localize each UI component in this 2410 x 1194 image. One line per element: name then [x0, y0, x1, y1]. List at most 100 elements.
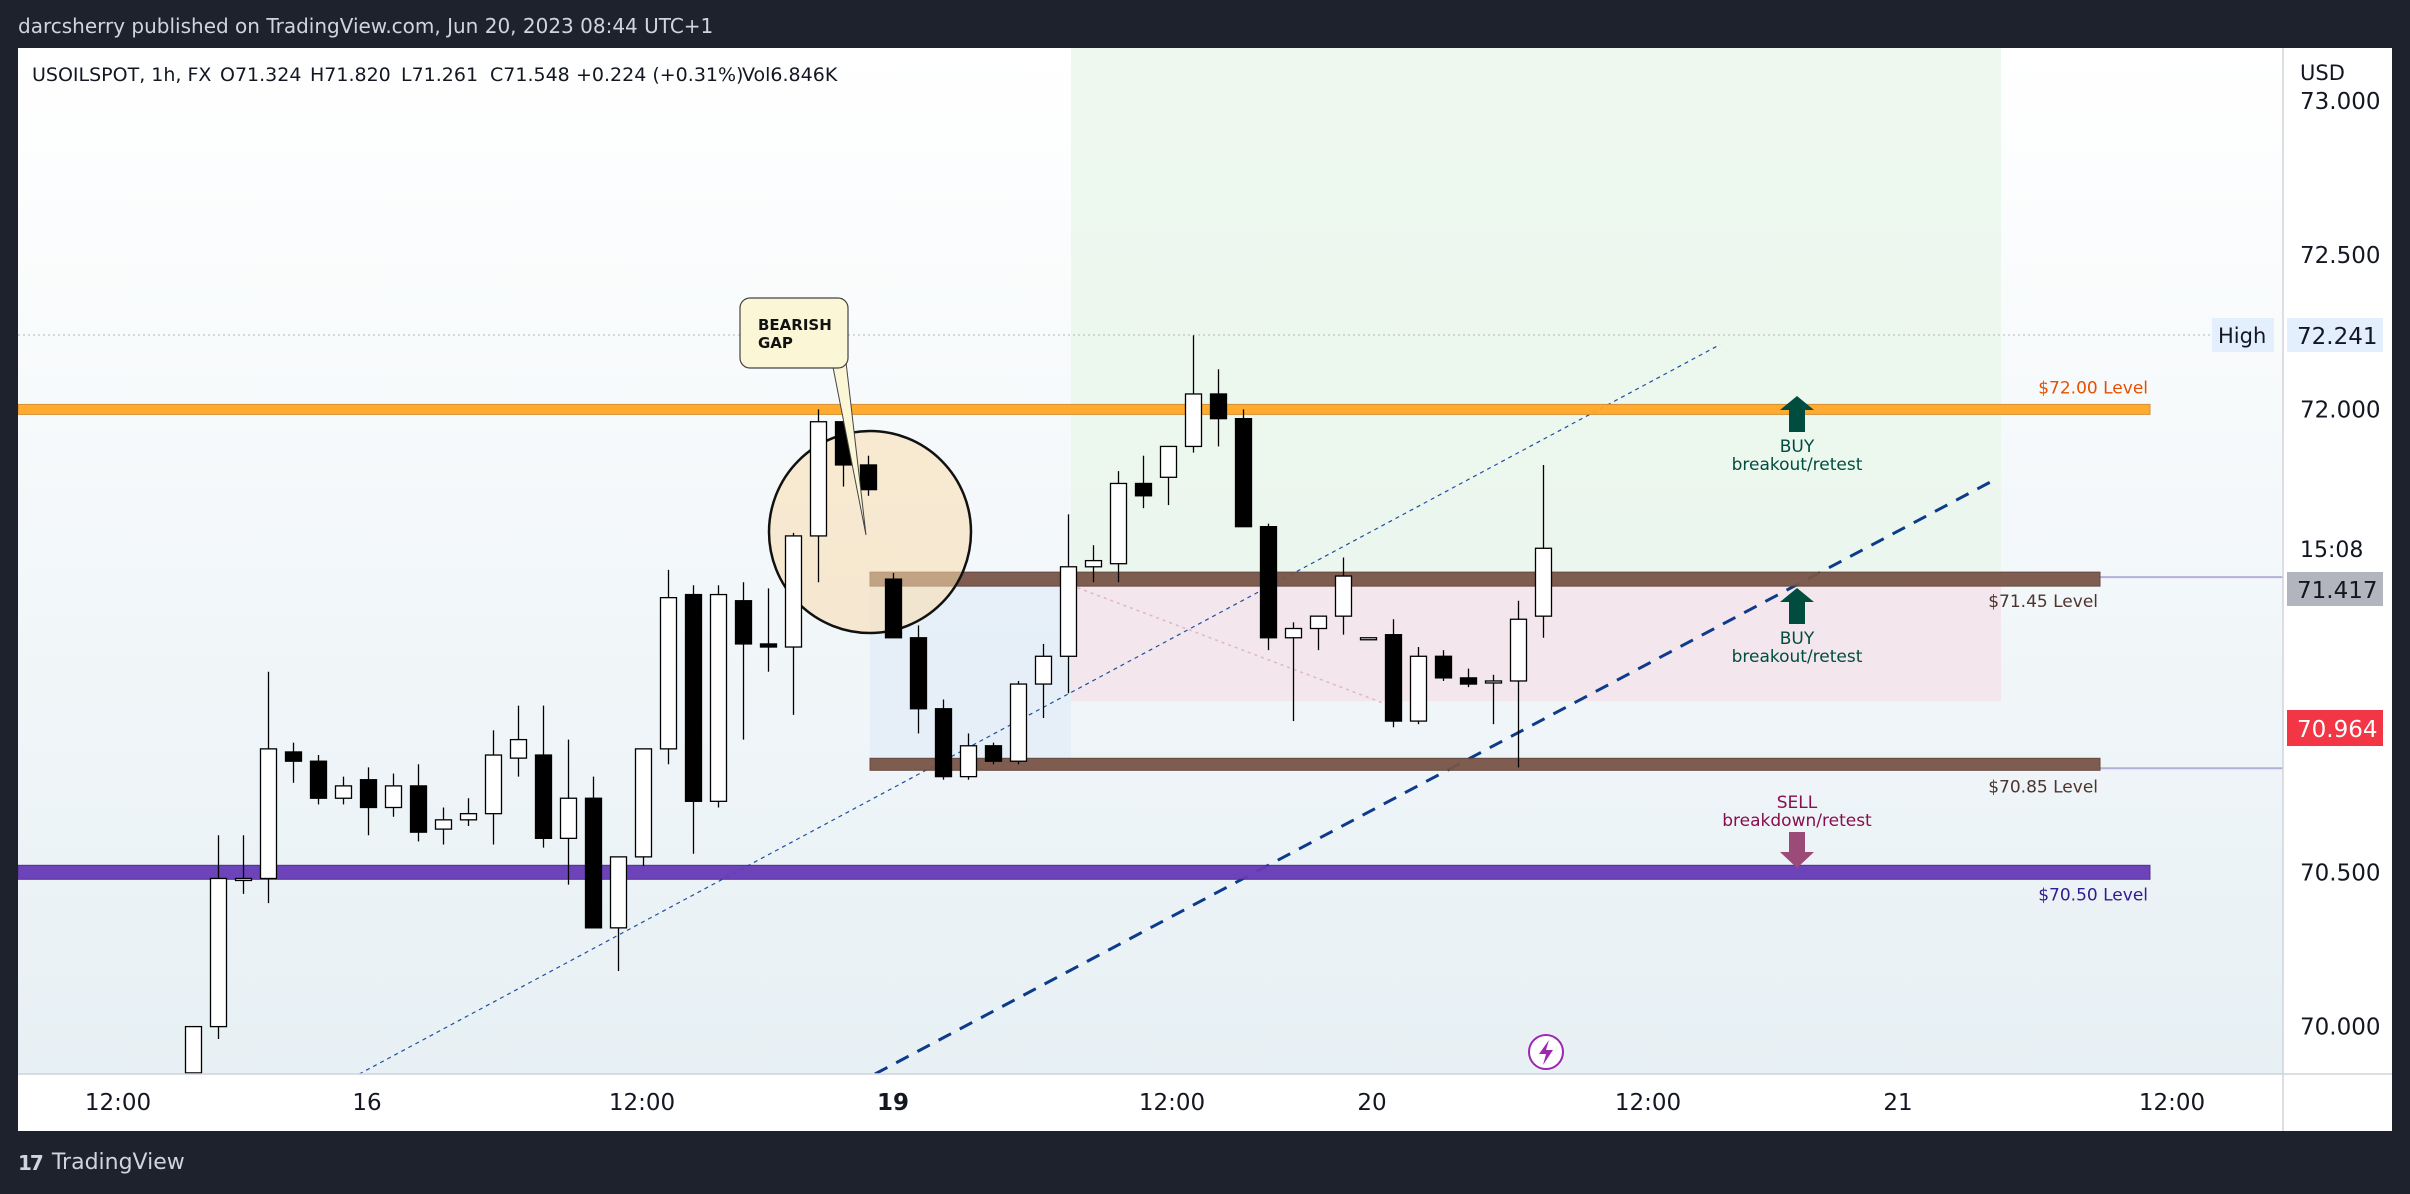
- callout-text-line2: GAP: [758, 334, 793, 352]
- candle-body: [1359, 637, 1378, 641]
- candle[interactable]: [484, 730, 503, 845]
- candle[interactable]: [1434, 650, 1453, 681]
- candle[interactable]: [934, 699, 953, 780]
- candle[interactable]: [1509, 600, 1528, 768]
- sell-label: SELL: [1777, 793, 1818, 813]
- candle-body: [709, 593, 728, 802]
- candle-body: [734, 600, 753, 645]
- candle[interactable]: [684, 585, 703, 854]
- candle[interactable]: [584, 776, 603, 929]
- candle[interactable]: [609, 856, 628, 972]
- candle-body: [784, 535, 803, 648]
- candle-body: [1459, 677, 1478, 685]
- price-tick: 70.500: [2300, 860, 2380, 886]
- candle[interactable]: [1309, 615, 1328, 651]
- candle[interactable]: [459, 798, 478, 827]
- candle[interactable]: [709, 585, 728, 808]
- time-tick: 16: [352, 1090, 381, 1116]
- candle[interactable]: [1284, 622, 1303, 722]
- candle[interactable]: [759, 588, 778, 672]
- high-price-text: 72.241: [2297, 324, 2377, 350]
- candle[interactable]: [1259, 523, 1278, 651]
- candle-body: [1309, 615, 1328, 630]
- candle[interactable]: [1384, 619, 1403, 728]
- legend-item-0: USOILSPOT, 1h, FX: [32, 64, 211, 86]
- candle-body: [1534, 547, 1553, 617]
- candle-body: [1084, 559, 1103, 568]
- candle[interactable]: [209, 835, 228, 1039]
- candle[interactable]: [1059, 514, 1078, 694]
- candle[interactable]: [959, 733, 978, 780]
- candle[interactable]: [1084, 545, 1103, 583]
- candle-body: [509, 738, 528, 759]
- candle-body: [884, 578, 903, 639]
- candle[interactable]: [1134, 455, 1153, 509]
- candle-body: [759, 643, 778, 648]
- candle[interactable]: [259, 671, 278, 904]
- candle-body: [234, 877, 253, 882]
- close-price-tag: [2287, 710, 2383, 746]
- level-band-1[interactable]: [869, 571, 2101, 587]
- legend-item-3: L71.261: [401, 64, 478, 86]
- candle[interactable]: [1484, 674, 1503, 725]
- candle[interactable]: [1459, 668, 1478, 688]
- publish-info: darcsherry published on TradingView.com,…: [18, 14, 714, 38]
- candle[interactable]: [734, 582, 753, 740]
- level-band-2[interactable]: [869, 757, 2101, 771]
- candle-body: [1259, 526, 1278, 639]
- candle-body: [209, 877, 228, 1028]
- candle-body: [934, 708, 953, 778]
- time-tick: 12:00: [85, 1090, 151, 1116]
- candle[interactable]: [234, 835, 253, 894]
- candle[interactable]: [334, 776, 353, 805]
- candle[interactable]: [384, 773, 403, 817]
- candle-body: [1234, 418, 1253, 528]
- candle[interactable]: [509, 705, 528, 777]
- candle[interactable]: [1234, 409, 1253, 528]
- legend-item-5: +0.224 (+0.31%): [576, 64, 743, 86]
- countdown-tag: [2287, 532, 2383, 564]
- candle[interactable]: [534, 705, 553, 848]
- candle[interactable]: [634, 748, 653, 867]
- candle[interactable]: [1009, 680, 1028, 765]
- candle[interactable]: [1409, 647, 1428, 725]
- buy-top-sublabel: breakout/retest: [1732, 455, 1863, 475]
- candle[interactable]: [984, 742, 1003, 765]
- candle[interactable]: [1334, 557, 1353, 635]
- candle[interactable]: [784, 532, 803, 715]
- candle[interactable]: [659, 569, 678, 765]
- price-tick: 72.000: [2300, 397, 2380, 423]
- candle[interactable]: [1534, 464, 1553, 638]
- candle-body: [984, 745, 1003, 762]
- candle[interactable]: [309, 755, 328, 805]
- candle[interactable]: [859, 455, 878, 496]
- candle[interactable]: [1109, 471, 1128, 583]
- candle[interactable]: [884, 572, 903, 639]
- candle-body: [359, 779, 378, 809]
- legend-item-2: H71.820: [310, 64, 391, 86]
- candle[interactable]: [1184, 335, 1203, 453]
- candle[interactable]: [1359, 637, 1378, 641]
- candle[interactable]: [434, 807, 453, 845]
- candle[interactable]: [1209, 369, 1228, 447]
- candle[interactable]: [559, 739, 578, 885]
- currency-label: USD: [2300, 61, 2345, 85]
- candle-body: [384, 785, 403, 809]
- last-price-tag: [2287, 572, 2383, 606]
- candle[interactable]: [284, 742, 303, 783]
- candle[interactable]: [184, 1025, 203, 1104]
- candle[interactable]: [359, 767, 378, 836]
- level-band-0[interactable]: [18, 403, 2151, 415]
- candle[interactable]: [409, 764, 428, 842]
- candle-body: [909, 637, 928, 710]
- candle-body: [459, 813, 478, 821]
- candle[interactable]: [909, 625, 928, 734]
- candle[interactable]: [1159, 445, 1178, 506]
- candle[interactable]: [1034, 643, 1053, 718]
- buy-mid-label: BUY: [1780, 629, 1815, 649]
- candle-body: [259, 748, 278, 880]
- candle-body: [309, 760, 328, 799]
- candle[interactable]: [809, 409, 828, 583]
- level-band-3[interactable]: [18, 864, 2151, 880]
